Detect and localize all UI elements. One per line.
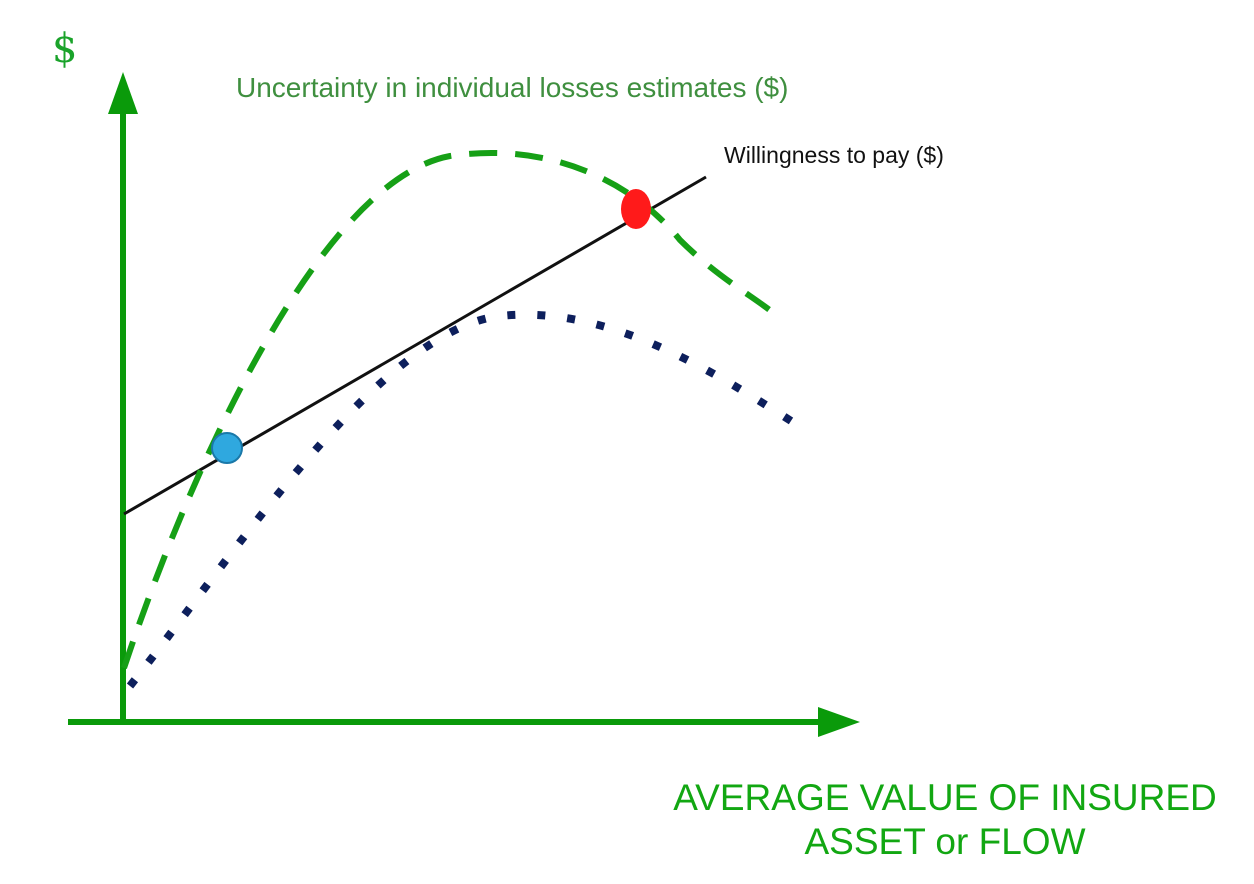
uncertainty-curve-label: Uncertainty in individual losses estimat…: [236, 72, 789, 103]
left-intersection-point: [211, 432, 243, 464]
x-axis-arrowhead: [818, 707, 860, 737]
y-axis-arrowhead: [108, 72, 138, 114]
x-axis-label-line2: ASSET or FLOW: [804, 821, 1086, 862]
lower-dotted-curve: [126, 310, 808, 689]
willingness-to-pay-line: [123, 175, 707, 516]
y-axis-symbol: $: [52, 26, 78, 72]
x-axis-label-line1: AVERAGE VALUE OF INSURED: [673, 777, 1217, 818]
x-axis-label: AVERAGE VALUE OF INSURED ASSET or FLOW: [640, 776, 1250, 864]
uncertainty-dashed-curve: [121, 149, 785, 669]
willingness-line-label: Willingness to pay ($): [724, 142, 944, 168]
right-intersection-point: [621, 189, 651, 229]
